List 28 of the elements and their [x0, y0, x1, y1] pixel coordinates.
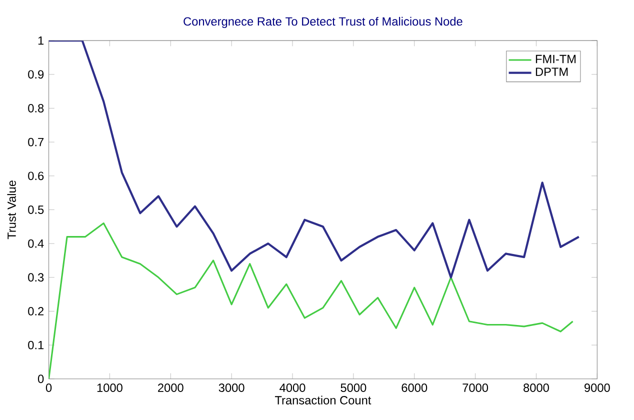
y-tick-label: 0.7: [28, 138, 44, 146]
x-tick-label: 4000: [280, 383, 306, 392]
y-tick-label: 0.8: [28, 104, 44, 112]
y-tick-label: 0.3: [28, 273, 44, 282]
y-axis-title: Trust Value: [7, 180, 16, 240]
y-tick-label: 0.1: [28, 340, 44, 350]
line-series: [48, 40, 580, 278]
x-tick-label: 8000: [524, 383, 549, 392]
x-tick-label: 1000: [97, 383, 122, 392]
x-tick-label: 0: [46, 383, 52, 392]
line-series: [48, 222, 574, 379]
y-tick-label: 0.6: [28, 172, 44, 180]
x-tick-label: 3000: [218, 383, 244, 392]
x-tick-label: 7000: [462, 383, 488, 392]
x-axis-title: Transaction Count: [274, 396, 372, 404]
legend-label: DPTM: [536, 68, 568, 76]
x-tick-label: 9000: [584, 383, 610, 392]
chart-title: Convergnece Rate To Detect Trust of Malicious Node: [184, 16, 462, 28]
x-tick-label: 2000: [158, 383, 184, 392]
y-tick-label: 0.5: [28, 205, 44, 214]
y-tick-label: 0.4: [28, 239, 44, 248]
x-tick-label: 6000: [402, 383, 428, 392]
y-tick-label: 0.9: [28, 70, 44, 79]
y-tick-label: 0: [38, 374, 44, 384]
legend-label: FMI-TM: [536, 54, 576, 64]
y-tick-label: 0.2: [28, 306, 44, 316]
x-tick-label: 5000: [340, 383, 366, 392]
y-tick-label: 1: [38, 36, 44, 45]
